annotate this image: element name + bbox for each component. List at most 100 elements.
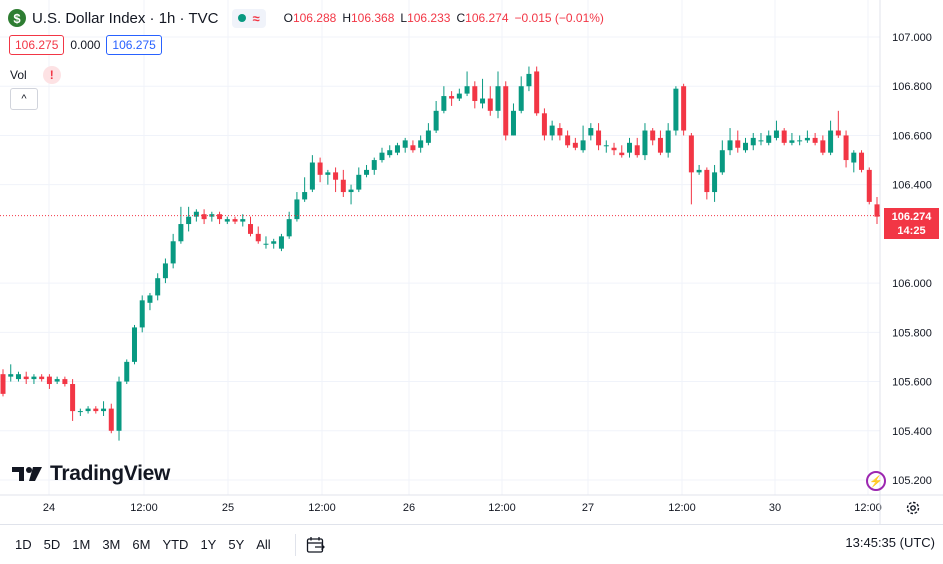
timeframe-button[interactable]: All [256, 537, 271, 552]
candle-body [255, 233, 261, 242]
timeframe-button[interactable]: 6M [132, 537, 151, 552]
candle-body [433, 110, 439, 131]
candle-body [820, 140, 826, 153]
timeframe-button[interactable]: 1D [15, 537, 32, 552]
candle-body [379, 152, 385, 161]
candle-body [619, 152, 625, 156]
candle-body [23, 376, 29, 380]
candle-body [139, 300, 145, 328]
chevron-up-icon: ^ [21, 93, 27, 105]
candle-body [371, 160, 377, 170]
candle-body [394, 145, 400, 153]
buy-button[interactable]: 106.275 [106, 35, 162, 55]
candle-body [665, 130, 671, 153]
tradingview-logo-icon [12, 467, 42, 481]
x-tick-label: 24 [43, 502, 55, 514]
x-tick-label: 26 [403, 502, 415, 514]
candle-body [859, 152, 865, 170]
chart-canvas[interactable]: 107.000 106.800 106.600 106.400 106.000 105.8… [0, 0, 943, 524]
y-tick-label: 106.600 [892, 130, 932, 142]
candle-body [634, 145, 640, 156]
candle-body [201, 214, 207, 220]
ohlc-values: O106.288 H106.368 L106.233 C106.274 −0.0… [284, 11, 604, 25]
candle-body [62, 379, 68, 385]
candle-body [712, 172, 718, 193]
candle-body [835, 130, 841, 136]
candle-body [15, 374, 21, 380]
candle-body [294, 199, 300, 220]
candle-body [874, 204, 880, 217]
lightning-icon[interactable]: ⚡ [866, 471, 886, 491]
candle-body [797, 140, 803, 142]
candle-body [46, 376, 52, 385]
candle-body [248, 224, 254, 234]
high-value: 106.368 [351, 11, 395, 25]
open-value: 106.288 [292, 11, 337, 25]
y-tick-label: 107.000 [892, 32, 932, 44]
candle-body [596, 130, 602, 146]
candle-body [410, 145, 416, 151]
candle-body [603, 145, 609, 147]
candle-body [364, 169, 370, 175]
candle-body [781, 130, 787, 143]
x-tick-label: 12:00 [488, 502, 516, 514]
timeframe-button[interactable]: 1Y [200, 537, 217, 552]
timeframe-button[interactable]: 5D [43, 537, 61, 552]
candle-body [325, 172, 331, 175]
candle-body [719, 150, 725, 173]
gear-icon[interactable] [905, 500, 921, 516]
candle-body [696, 169, 702, 173]
timeframe-button[interactable]: 1M [72, 537, 91, 552]
candle-body [186, 216, 192, 225]
candle-body [758, 140, 764, 142]
candle-body [217, 214, 223, 220]
market-status-pill[interactable]: ≈ [232, 8, 266, 28]
candle-body [31, 376, 37, 380]
candle-body [727, 140, 733, 151]
low-value: 106.233 [407, 11, 451, 25]
timeframe-button[interactable]: 3M [102, 537, 121, 552]
volume-indicator[interactable]: Vol ! [10, 66, 61, 84]
timeframe-button[interactable]: YTD [162, 537, 189, 552]
candle-body [77, 411, 83, 413]
candle-body [611, 147, 617, 151]
candle-body [480, 98, 486, 104]
tradingview-watermark[interactable]: TradingView [12, 462, 170, 486]
symbol-title[interactable]: U.S. Dollar Index · 1h · TVC [32, 9, 219, 27]
candle-body [224, 219, 230, 222]
candle-body [851, 152, 857, 163]
timeframe-button[interactable]: 5Y [228, 537, 245, 552]
candle-body [743, 142, 749, 151]
sell-button[interactable]: 106.275 [9, 35, 65, 55]
candle-body [116, 381, 122, 431]
candle-body [580, 140, 586, 151]
quote-panel: 106.275 0.000 106.275 [9, 35, 162, 55]
close-label: C [456, 11, 466, 25]
y-tick-label: 105.800 [892, 327, 932, 339]
y-tick-label: 106.800 [892, 81, 932, 93]
change-value: −0.015 (−0.01%) [514, 11, 604, 25]
candle-body [464, 86, 470, 94]
toolbar-divider [294, 533, 296, 556]
x-tick-label: 12:00 [130, 502, 158, 514]
candle-body [147, 295, 153, 303]
candle-body [487, 98, 493, 111]
candle-body [735, 140, 741, 148]
candle-body [773, 130, 779, 138]
candle-body [534, 71, 540, 114]
candle-body [170, 241, 176, 264]
candle-body [302, 192, 308, 200]
y-tick-label: 106.400 [892, 180, 932, 192]
candle-body [565, 135, 571, 146]
candle-body [131, 327, 137, 362]
candle-body [503, 86, 509, 136]
warning-icon[interactable]: ! [42, 66, 61, 84]
x-tick-label: 12:00 [308, 502, 336, 514]
candle-body [333, 172, 339, 180]
calendar-goto-icon[interactable] [306, 536, 326, 554]
collapse-indicators-button[interactable]: ^ [10, 88, 38, 110]
candle-body [456, 93, 462, 99]
utc-clock[interactable]: 13:45:35 (UTC) [845, 535, 935, 550]
candle-body [518, 86, 524, 111]
candle-body [54, 379, 60, 382]
